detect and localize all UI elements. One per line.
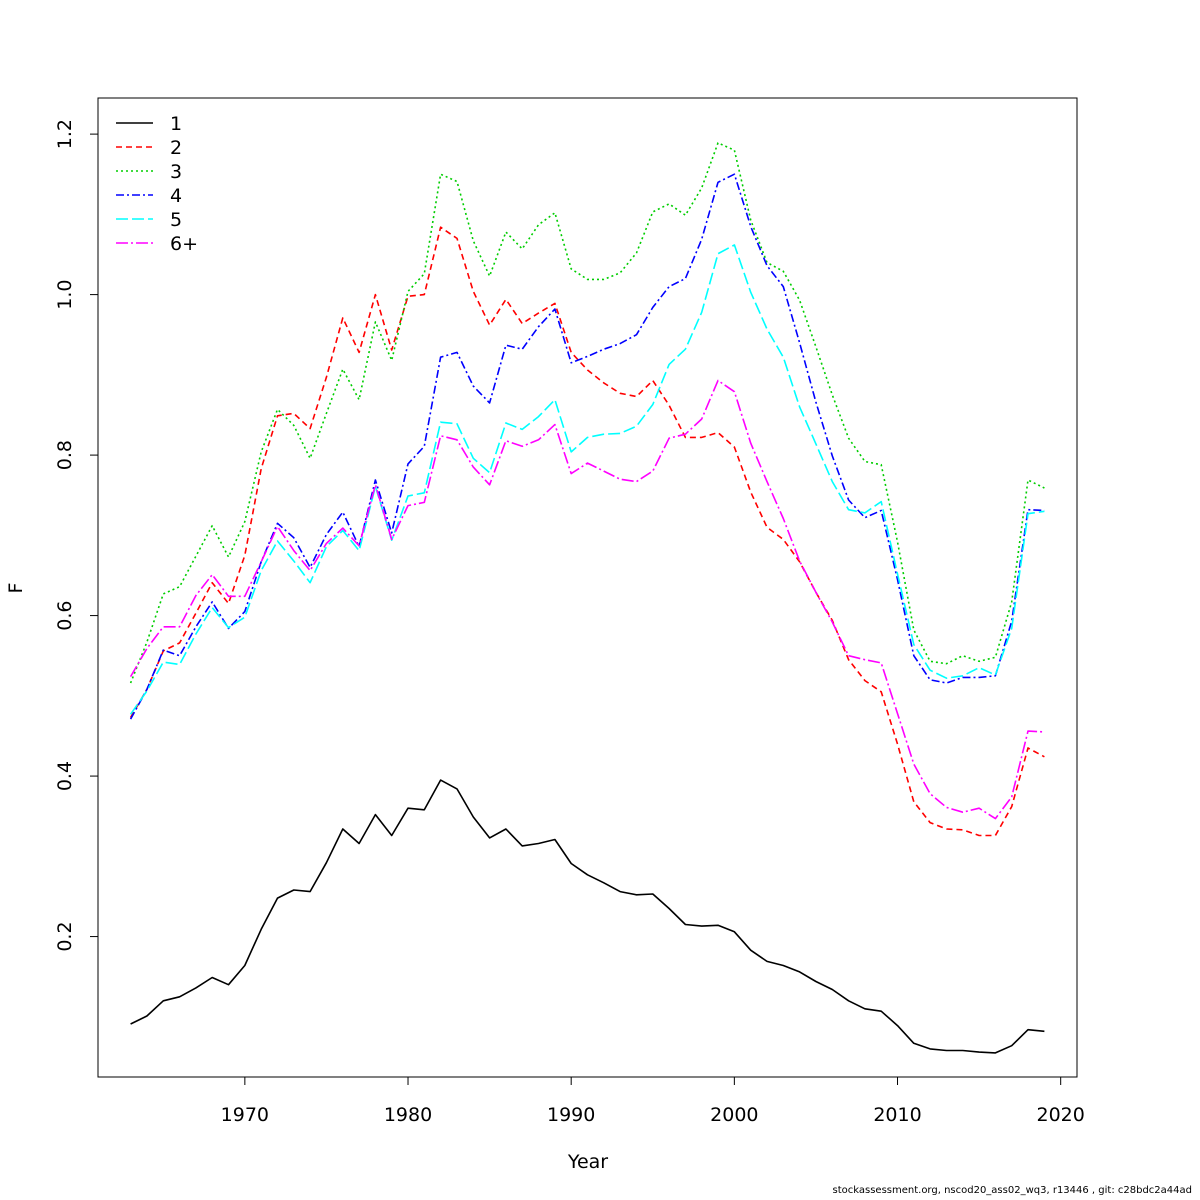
y-tick-label: 1.0 [54, 279, 76, 309]
series-line-3 [129, 142, 1045, 684]
x-tick-label: 1990 [547, 1104, 595, 1126]
series-layer [129, 142, 1045, 1054]
y-axis: 0.2 0.4 0.6 0.8 1.0 1.2 [54, 119, 99, 952]
x-tick-label: 2020 [1037, 1104, 1085, 1126]
series-line-4 [129, 173, 1045, 720]
series-line-2 [129, 226, 1045, 837]
y-tick-label: 1.2 [54, 119, 76, 149]
x-tick-label: 1970 [221, 1104, 269, 1126]
y-tick-label: 0.8 [54, 440, 76, 470]
legend-label: 2 [170, 137, 182, 159]
y-tick-label: 0.2 [54, 921, 76, 951]
credit-text: stockassessment.org, nscod20_ass02_wq3, … [832, 1185, 1193, 1196]
x-axis-label: Year [567, 1151, 608, 1173]
x-axis: 1970 1980 1990 2000 2010 2020 [221, 1076, 1085, 1126]
legend-label: 5 [170, 209, 182, 231]
x-tick-label: 2010 [873, 1104, 921, 1126]
y-tick-label: 0.6 [54, 600, 76, 630]
x-tick-label: 2000 [710, 1104, 758, 1126]
series-line-1 [130, 779, 1045, 1054]
y-tick-label: 0.4 [54, 761, 76, 791]
legend-label: 1 [170, 113, 182, 135]
series-line-5 [129, 244, 1045, 715]
plot-frame [97, 97, 1078, 1078]
series-line-6 [129, 379, 1045, 820]
legend-label: 3 [170, 161, 182, 183]
x-tick-label: 1980 [384, 1104, 432, 1126]
legend-label: 4 [170, 185, 182, 207]
y-axis-label: F [5, 583, 27, 594]
legend-label: 6+ [170, 233, 198, 255]
